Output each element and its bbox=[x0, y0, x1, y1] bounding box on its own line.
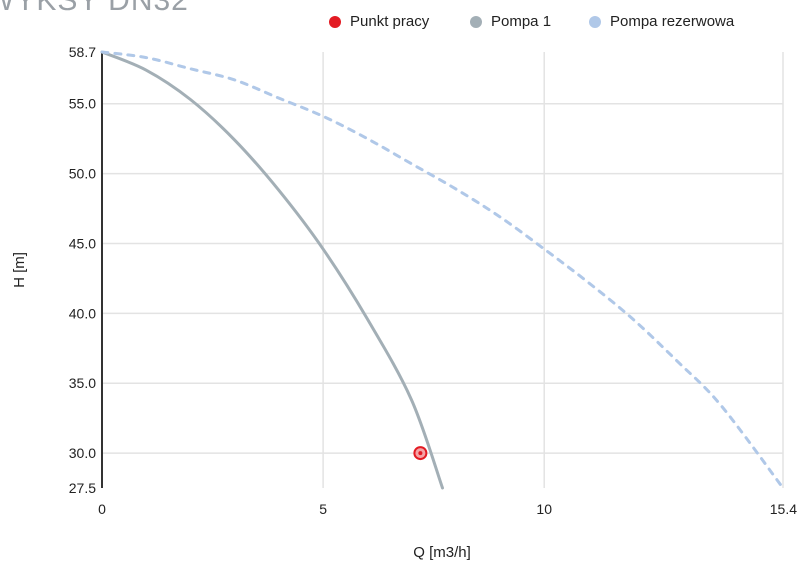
y-tick-label: 45.0 bbox=[69, 235, 96, 251]
legend-label: Pompa rezerwowa bbox=[610, 13, 735, 30]
page-title: WYKSY DN32 bbox=[0, 0, 189, 17]
x-tick-label: 10 bbox=[536, 501, 552, 517]
legend: Punkt pracy Pompa 1 Pompa rezerwowa bbox=[0, 13, 799, 35]
x-tick-label: 15.4 bbox=[770, 501, 797, 517]
legend-item-punkt-pracy[interactable]: Punkt pracy bbox=[329, 13, 429, 30]
legend-marker-icon bbox=[470, 15, 482, 28]
series-line-pompa-1 bbox=[100, 50, 444, 490]
y-tick-label: 30.0 bbox=[69, 445, 96, 461]
y-tick-label: 35.0 bbox=[69, 375, 96, 391]
legend-marker-icon bbox=[329, 15, 341, 28]
legend-label: Pompa 1 bbox=[491, 13, 552, 30]
y-axis-title: H [m] bbox=[11, 252, 28, 288]
series-line-pompa-rezerwowa bbox=[100, 50, 785, 490]
y-tick-label: 58.7 bbox=[69, 44, 96, 60]
x-tick-label: 5 bbox=[319, 501, 327, 517]
legend-label: Punkt pracy bbox=[350, 13, 430, 30]
operating-point-core bbox=[418, 451, 423, 456]
legend-item-pompa-1[interactable]: Pompa 1 bbox=[470, 13, 551, 30]
y-tick-label: 40.0 bbox=[69, 305, 96, 321]
y-tick-label: 50.0 bbox=[69, 166, 96, 182]
legend-item-pompa-rezerwowa[interactable]: Pompa rezerwowa bbox=[589, 13, 734, 30]
legend-marker-icon bbox=[589, 15, 601, 28]
x-tick-label: 0 bbox=[98, 501, 106, 517]
y-tick-label: 55.0 bbox=[69, 96, 96, 112]
x-axis-title: Q [m3/h] bbox=[413, 544, 471, 561]
y-tick-label: 27.5 bbox=[69, 480, 96, 496]
